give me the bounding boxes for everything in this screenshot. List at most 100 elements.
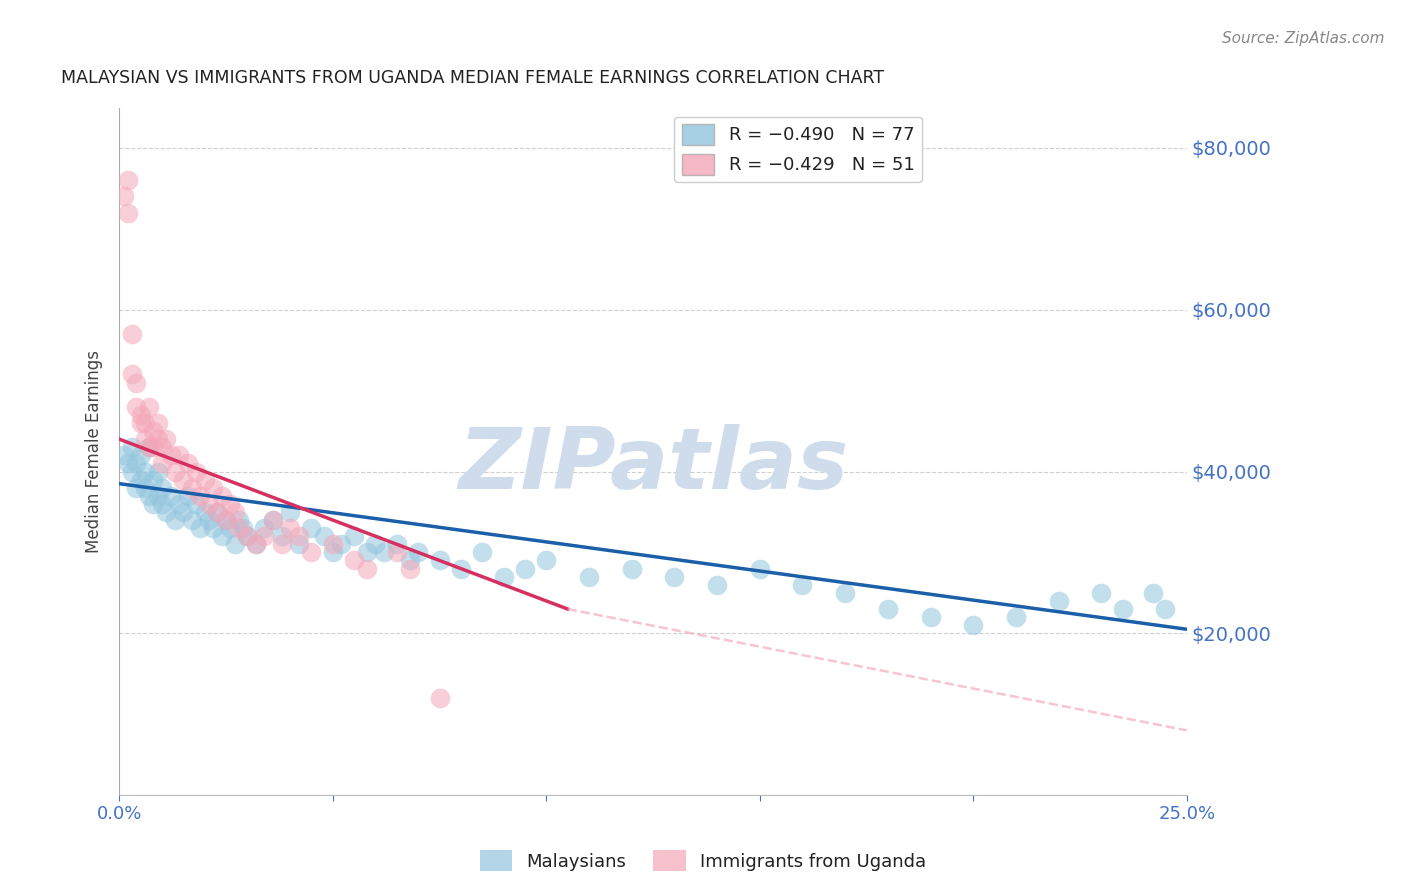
Point	[429, 553, 451, 567]
Point	[578, 569, 600, 583]
Point	[121, 368, 143, 382]
Point	[134, 465, 156, 479]
Point	[146, 465, 169, 479]
Point	[1112, 602, 1135, 616]
Point	[159, 489, 181, 503]
Point	[1142, 586, 1164, 600]
Point	[172, 505, 194, 519]
Point	[167, 497, 190, 511]
Point	[150, 440, 173, 454]
Point	[215, 513, 238, 527]
Point	[920, 610, 942, 624]
Point	[155, 505, 177, 519]
Point	[142, 424, 165, 438]
Point	[184, 465, 207, 479]
Point	[207, 505, 229, 519]
Point	[1090, 586, 1112, 600]
Point	[876, 602, 898, 616]
Point	[236, 529, 259, 543]
Point	[224, 505, 246, 519]
Point	[299, 521, 322, 535]
Point	[1154, 602, 1177, 616]
Point	[211, 489, 233, 503]
Point	[202, 521, 225, 535]
Point	[112, 448, 135, 462]
Point	[198, 513, 221, 527]
Point	[385, 545, 408, 559]
Point	[287, 529, 309, 543]
Text: ZIPatlas: ZIPatlas	[458, 424, 848, 507]
Point	[219, 497, 242, 511]
Point	[146, 416, 169, 430]
Point	[1005, 610, 1028, 624]
Point	[398, 561, 420, 575]
Point	[343, 529, 366, 543]
Point	[748, 561, 770, 575]
Point	[322, 545, 344, 559]
Point	[125, 376, 148, 390]
Point	[163, 513, 186, 527]
Point	[215, 513, 238, 527]
Point	[1047, 594, 1070, 608]
Point	[134, 432, 156, 446]
Point	[270, 537, 292, 551]
Point	[125, 400, 148, 414]
Point	[121, 465, 143, 479]
Point	[142, 473, 165, 487]
Point	[125, 457, 148, 471]
Point	[112, 189, 135, 203]
Point	[385, 537, 408, 551]
Point	[117, 173, 139, 187]
Point	[117, 457, 139, 471]
Point	[429, 691, 451, 706]
Point	[287, 537, 309, 551]
Point	[706, 578, 728, 592]
Point	[198, 497, 221, 511]
Point	[150, 481, 173, 495]
Point	[129, 416, 152, 430]
Point	[155, 432, 177, 446]
Text: MALAYSIAN VS IMMIGRANTS FROM UGANDA MEDIAN FEMALE EARNINGS CORRELATION CHART: MALAYSIAN VS IMMIGRANTS FROM UGANDA MEDI…	[60, 69, 884, 87]
Point	[176, 489, 198, 503]
Point	[211, 529, 233, 543]
Point	[253, 521, 276, 535]
Point	[962, 618, 984, 632]
Point	[322, 537, 344, 551]
Point	[262, 513, 284, 527]
Point	[356, 561, 378, 575]
Point	[373, 545, 395, 559]
Point	[134, 481, 156, 495]
Point	[343, 553, 366, 567]
Point	[129, 448, 152, 462]
Point	[253, 529, 276, 543]
Y-axis label: Median Female Earnings: Median Female Earnings	[86, 350, 103, 553]
Legend: R = −0.490   N = 77, R = −0.429   N = 51: R = −0.490 N = 77, R = −0.429 N = 51	[675, 117, 921, 182]
Point	[129, 408, 152, 422]
Point	[142, 497, 165, 511]
Point	[194, 473, 217, 487]
Point	[172, 473, 194, 487]
Point	[202, 481, 225, 495]
Point	[620, 561, 643, 575]
Point	[129, 473, 152, 487]
Point	[513, 561, 536, 575]
Point	[330, 537, 353, 551]
Point	[228, 513, 250, 527]
Legend: Malaysians, Immigrants from Uganda: Malaysians, Immigrants from Uganda	[472, 843, 934, 879]
Text: Source: ZipAtlas.com: Source: ZipAtlas.com	[1222, 31, 1385, 46]
Point	[150, 457, 173, 471]
Point	[121, 326, 143, 341]
Point	[228, 521, 250, 535]
Point	[159, 448, 181, 462]
Point	[224, 537, 246, 551]
Point	[125, 481, 148, 495]
Point	[184, 497, 207, 511]
Point	[117, 205, 139, 219]
Point	[146, 432, 169, 446]
Point	[536, 553, 558, 567]
Point	[134, 416, 156, 430]
Point	[299, 545, 322, 559]
Point	[262, 513, 284, 527]
Point	[245, 537, 267, 551]
Point	[450, 561, 472, 575]
